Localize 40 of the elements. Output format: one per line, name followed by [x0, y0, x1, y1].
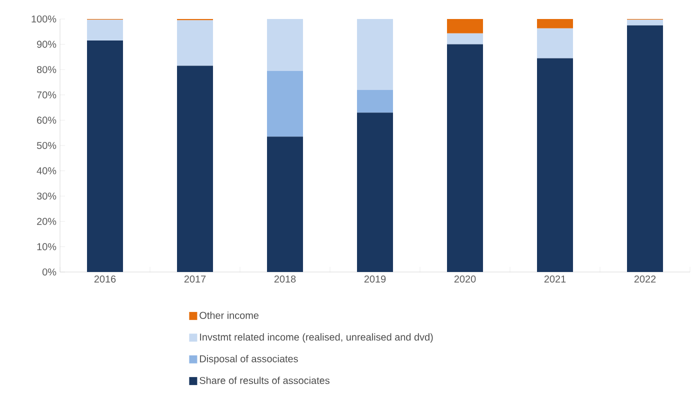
- bar: [627, 20, 664, 26]
- bar: [87, 40, 124, 272]
- legend-label: Disposal of associates: [200, 355, 298, 364]
- y-tick-label: 50%: [36, 142, 56, 150]
- x-tick-label: 2018: [274, 276, 296, 283]
- bar: [537, 58, 574, 272]
- bar: [357, 112, 394, 272]
- bar: [537, 28, 574, 58]
- bar: [87, 20, 124, 41]
- x-tick-label: 2021: [544, 276, 566, 283]
- x-tick-label: 2016: [94, 276, 116, 283]
- bar: [447, 19, 484, 34]
- x-tick-label: 2022: [634, 276, 656, 283]
- bar: [447, 44, 484, 272]
- bar: [267, 136, 304, 272]
- y-tick-label: 70%: [37, 91, 56, 98]
- legend-label: Invstmt related income (realised, unrealised and dvd): [200, 333, 433, 343]
- bar: [267, 70, 304, 137]
- bar: [357, 19, 394, 90]
- bar: [537, 19, 574, 28]
- bar: [267, 19, 304, 71]
- bar: [177, 66, 214, 272]
- bar: [447, 33, 484, 44]
- x-tick-label: 2020: [454, 276, 476, 283]
- x-tick-label: 2017: [184, 276, 206, 283]
- y-tick-label: 80%: [36, 66, 56, 74]
- y-tick-label: 0%: [42, 268, 56, 276]
- bar: [177, 20, 214, 66]
- y-tick-label: 40%: [36, 167, 56, 174]
- x-tick-label: 2019: [364, 276, 386, 283]
- legend-label: Share of results of associates: [200, 376, 330, 384]
- y-tick-label: 30%: [36, 192, 56, 200]
- legend-label: Other income: [200, 312, 259, 319]
- y-tick-label: 20%: [37, 218, 56, 225]
- y-tick-label: 100%: [32, 15, 56, 23]
- y-tick-label: 60%: [37, 116, 56, 124]
- bar: [357, 90, 394, 113]
- y-tick-label: 10%: [37, 243, 56, 250]
- y-tick-label: 90%: [37, 40, 56, 48]
- bar: [627, 25, 664, 272]
